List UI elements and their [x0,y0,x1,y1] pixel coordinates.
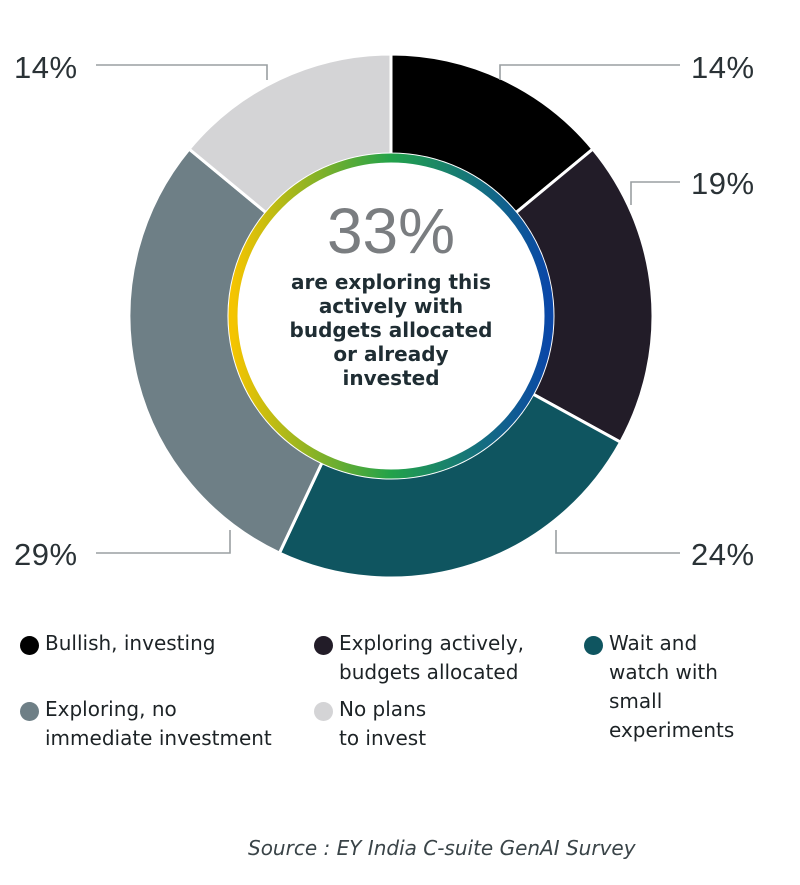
label-bullish-pct: 14% [691,50,755,85]
donut-chart [96,52,680,580]
legend-dot-icon [314,702,333,721]
legend-dot-icon [314,636,333,655]
source-note: Source : EY India C-suite GenAI Survey [248,836,636,860]
legend-item-exploring-no: Exploring, no immediate investment [20,695,272,753]
label-exploring-active-pct: 19% [691,166,755,201]
label-wait-watch-pct: 24% [691,537,755,572]
legend-label: No plans to invest [339,697,427,750]
leader-lines [96,64,680,554]
center-percentage: 33% [326,195,456,267]
legend-label: Exploring actively, budgets allocated [339,631,525,684]
leader-line-no-plans [96,64,268,80]
legend-label: Exploring, no immediate investment [45,697,272,750]
legend-dot-icon [20,636,39,655]
legend-label: Wait and watch with small experiments [609,631,735,742]
legend-item-wait-watch: Wait and watch with small experiments [584,629,734,745]
legend-dot-icon [20,702,39,721]
legend-item-no-plans: No plans to invest [314,695,426,753]
legend-item-bullish: Bullish, investing [20,629,215,658]
label-no-plans-pct: 14% [14,50,78,85]
legend-item-exploring-active: Exploring actively, budgets allocated [314,629,524,687]
center-description: are exploring this actively with budgets… [289,270,493,390]
legend-label: Bullish, investing [45,631,216,655]
inner-gradient-ring [228,153,554,479]
label-exploring-no-pct: 29% [14,537,78,572]
center-annotation: 33% are exploring this actively with bud… [241,195,541,390]
leader-line-exploring-no [96,530,231,554]
leader-line-wait-watch [555,530,680,554]
segment-wait-watch [277,392,623,580]
leader-line-exploring-active [630,181,680,205]
leader-line-bullish [499,64,680,80]
legend-dot-icon [584,636,603,655]
